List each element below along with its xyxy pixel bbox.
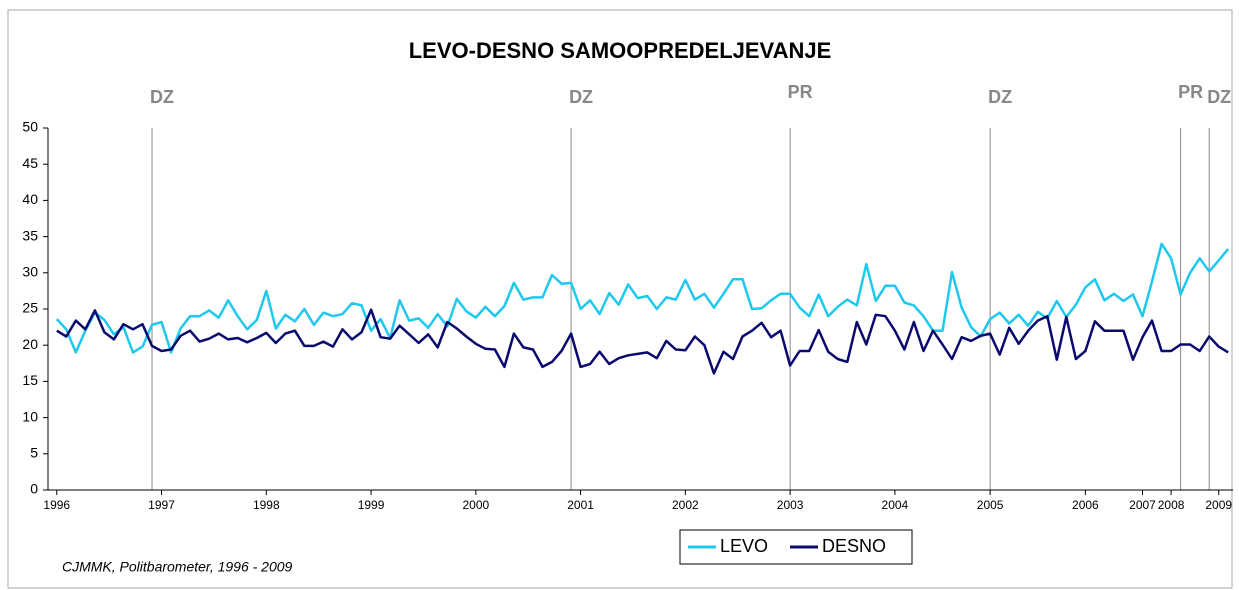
y-tick-label: 5 xyxy=(30,445,38,461)
x-tick-label: 2008 xyxy=(1158,498,1185,512)
y-tick-label: 35 xyxy=(22,227,38,243)
annotation-label: DZ xyxy=(988,87,1012,107)
x-tick-label: 2009 xyxy=(1205,498,1232,512)
annotation-label: PR xyxy=(788,82,813,102)
x-tick-label: 2006 xyxy=(1072,498,1099,512)
x-tick-label: 2005 xyxy=(977,498,1004,512)
x-tick-label: 1998 xyxy=(253,498,280,512)
chart-title: LEVO-DESNO SAMOOPREDELJEVANJE xyxy=(409,38,832,63)
x-tick-label: 2004 xyxy=(882,498,909,512)
x-tick-label: 1999 xyxy=(358,498,385,512)
y-tick-label: 10 xyxy=(22,408,38,424)
x-tick-label: 2003 xyxy=(777,498,804,512)
x-tick-label: 2001 xyxy=(567,498,594,512)
annotation-label: DZ xyxy=(1207,87,1231,107)
y-tick-label: 0 xyxy=(30,481,38,497)
legend-box xyxy=(679,529,913,565)
chart-frame xyxy=(7,9,1233,589)
legend-label: DESNO xyxy=(822,536,886,556)
x-tick-label: 2002 xyxy=(672,498,699,512)
annotation-label: DZ xyxy=(569,87,593,107)
x-tick-label: 1997 xyxy=(148,498,175,512)
y-tick-label: 20 xyxy=(22,336,38,352)
y-tick-label: 15 xyxy=(22,372,38,388)
y-tick-label: 50 xyxy=(22,119,38,135)
source-note: CJMMK, Politbarometer, 1996 - 2009 xyxy=(62,559,293,575)
line-series xyxy=(55,242,1230,354)
x-tick-label: 2007 xyxy=(1129,498,1156,512)
line-series xyxy=(56,308,1229,375)
y-tick-label: 25 xyxy=(22,300,38,316)
y-tick-label: 40 xyxy=(22,191,38,207)
legend-label: LEVO xyxy=(720,536,768,556)
x-tick-label: 2000 xyxy=(462,498,489,512)
annotation-label: DZ xyxy=(150,87,174,107)
y-tick-label: 30 xyxy=(22,264,38,280)
x-tick-label: 1996 xyxy=(43,498,70,512)
y-tick-label: 45 xyxy=(22,155,38,171)
annotation-label: PR xyxy=(1178,82,1203,102)
